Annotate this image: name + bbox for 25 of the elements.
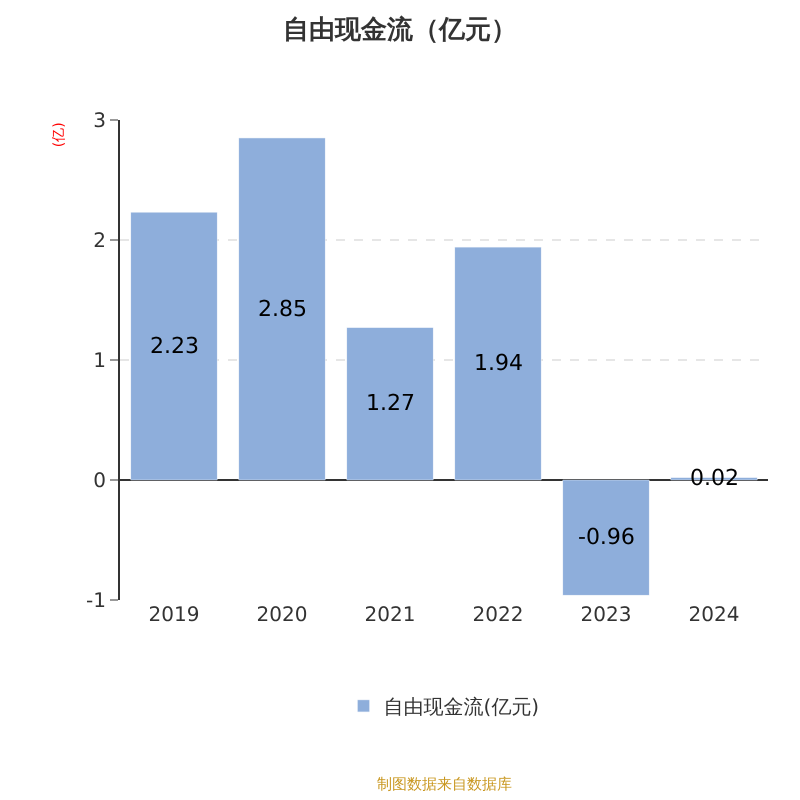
x-tick-label: 2024 <box>688 602 740 626</box>
y-tick-label: -1 <box>86 588 106 612</box>
x-tick-label: 2022 <box>472 602 524 626</box>
data-label: 1.27 <box>366 391 415 416</box>
bar <box>454 246 542 480</box>
x-tick-label: 2023 <box>580 602 632 626</box>
bar <box>562 480 650 596</box>
y-tick-label: 1 <box>93 348 106 372</box>
bar <box>238 138 326 480</box>
legend-label: 自由现金流(亿元) <box>384 694 540 719</box>
data-label: 2.85 <box>258 297 307 322</box>
data-label: -0.96 <box>578 525 635 550</box>
y-tick-label: 3 <box>93 108 106 132</box>
bar <box>130 212 218 480</box>
bar <box>346 327 434 480</box>
data-label: 1.94 <box>474 351 523 376</box>
x-tick-label: 2021 <box>364 602 416 626</box>
y-axis-title: (亿) <box>51 122 68 148</box>
chart-title: 自由现金流（亿元） <box>283 15 517 46</box>
x-tick-label: 2019 <box>148 602 200 626</box>
y-tick-label: 2 <box>93 228 106 252</box>
text: 制图数据来自数据库 <box>377 775 512 793</box>
x-tick-label: 2020 <box>256 602 308 626</box>
y-tick-label: 0 <box>93 468 106 492</box>
data-label: 2.23 <box>150 334 199 359</box>
